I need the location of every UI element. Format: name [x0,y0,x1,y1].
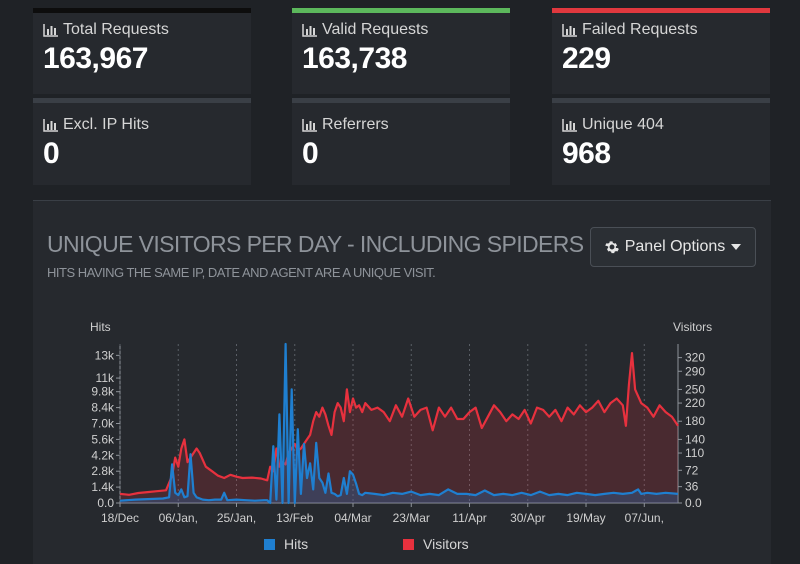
card-value: 0 [302,137,319,170]
caret-down-icon [731,244,742,250]
panel-options-label: Panel Options [624,238,726,255]
legend-hits-swatch [264,539,275,550]
card-label: Referrers [322,116,389,133]
card-value: 163,738 [302,42,407,75]
visitors-line [119,352,679,496]
x-tick-label: 07/Jun, [625,511,664,525]
legend-visitors-swatch [403,539,414,550]
x-tick-label: 23/Mar [393,511,430,525]
visitors-area [120,353,678,503]
card-accent-bar [552,8,770,13]
visitors-chart: Hits Visitors 0.0 1.4k 2.8k 4.2k 5.6k7.0k 8.4… [90,320,712,552]
y2-tick-label: 250 [685,382,705,396]
card-label: Failed Requests [582,21,698,38]
stat-card-valid-requests: Valid Requests 163,738 [292,8,510,94]
stat-card-referrers: Referrers 0 [292,103,510,185]
bar-chart-icon [562,23,578,37]
y-tick-label: 4.2k [91,448,115,462]
legend-visitors-label: Visitors [423,536,469,552]
y-tick-label: 5.6k [91,432,115,446]
card-divider [33,98,251,103]
y-tick-label: 9.8k [91,385,115,399]
card-value: 163,967 [43,42,148,75]
card-value: 968 [562,137,611,170]
card-label: Total Requests [63,21,169,38]
y-tick-label: 11k [96,371,115,385]
hits-line [119,342,679,505]
y2-tick-label: 320 [685,351,705,365]
card-label: Excl. IP Hits [63,116,149,133]
card-divider [552,98,770,103]
card-label: Unique 404 [582,116,664,133]
bar-chart-icon [302,23,318,37]
unique-visitors-panel: UNIQUE VISITORS PER DAY - INCLUDING SPID… [33,200,771,564]
panel-options-button[interactable]: Panel Options [590,227,756,267]
y2-axis-label: Visitors [673,320,712,334]
panel-subtitle: HITS HAVING THE SAME IP, DATE AND AGENT … [47,265,436,280]
card-value: 0 [43,137,60,170]
y2-tick-label: 110 [685,446,704,460]
y-tick-label: 2.8k [91,464,115,478]
y2-tick-label: 36 [685,480,699,494]
x-tick-label: 19/May [566,511,605,525]
y2-tick-label: 290 [685,364,705,378]
y-tick-label: 0.0 [97,496,114,510]
bar-chart-icon [43,23,59,37]
card-value: 229 [562,42,611,75]
y-tick-label: 8.4k [91,401,115,415]
x-tick-label: 11/Apr [452,511,486,525]
stat-card-excl-ip-hits: Excl. IP Hits 0 [33,103,251,185]
y-tick-label: 1.4k [91,480,115,494]
card-label: Valid Requests [322,21,429,38]
x-tick-label: 25/Jan, [217,511,256,525]
y-tick-label: 7.0k [91,417,115,431]
bar-chart-icon [43,118,59,132]
bar-chart-icon [302,118,318,132]
stat-card-total-requests: Total Requests 163,967 [33,8,251,94]
y2-tick-label: 220 [685,396,705,410]
y2-tick-label: 0.0 [685,496,702,510]
x-tick-label: 18/Dec [101,511,139,525]
x-tick-label: 06/Jan, [159,511,198,525]
x-tick-label: 30/Apr [510,511,545,525]
card-accent-bar [33,8,251,13]
bar-chart-icon [562,118,578,132]
panel-title: UNIQUE VISITORS PER DAY - INCLUDING SPID… [47,231,584,257]
card-accent-bar [292,8,510,13]
y2-tick-label: 140 [685,432,705,446]
x-tick-label: 04/Mar [334,511,371,525]
y2-tick-label: 180 [685,414,705,428]
y-tick-label: 13k [95,348,115,362]
gear-icon [604,241,619,254]
stat-card-unique-404: Unique 404 968 [552,103,770,185]
stat-card-failed-requests: Failed Requests 229 [552,8,770,94]
legend-hits-label: Hits [284,536,308,552]
y-axis-label: Hits [90,320,111,334]
card-divider [292,98,510,103]
y2-tick-label: 72 [685,463,699,477]
x-tick-label: 13/Feb [276,511,314,525]
